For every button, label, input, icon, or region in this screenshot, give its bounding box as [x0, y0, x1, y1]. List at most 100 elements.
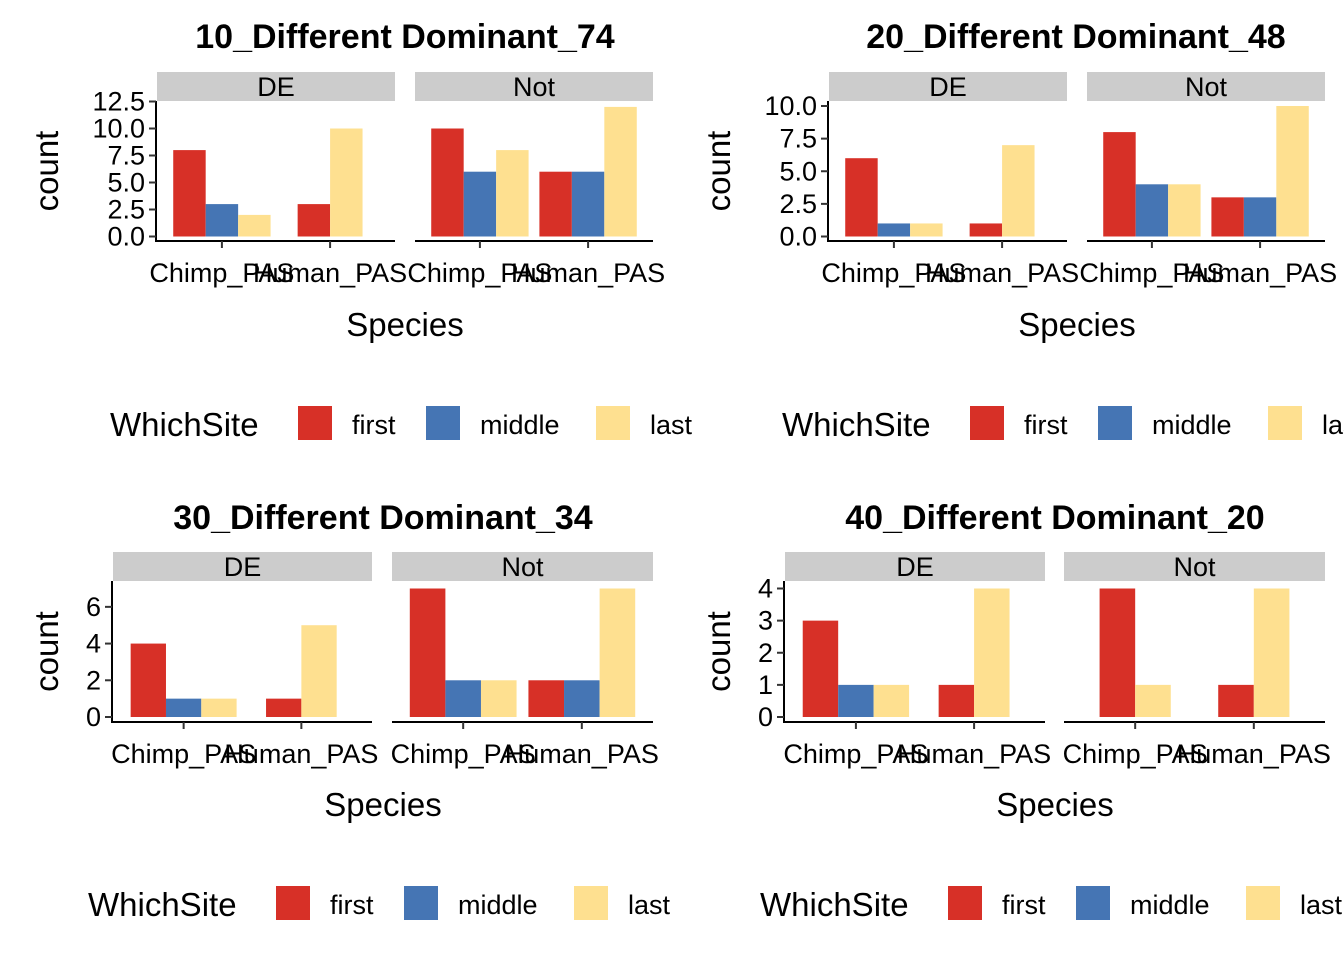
facet-strip-label: Not: [513, 72, 556, 102]
x-tick-label: Human_PAS: [1177, 739, 1331, 769]
x-tick-label: Human_PAS: [511, 258, 665, 288]
bar-middle-chimp-pas: [1135, 184, 1169, 237]
y-axis-title: count: [700, 611, 737, 692]
x-tick-label: Human_PAS: [253, 258, 407, 288]
bar-last-chimp-pas: [873, 684, 910, 717]
facet-strip: [392, 552, 653, 581]
x-tick-label: Chimp_PAS: [111, 739, 256, 769]
bar-last-human-pas: [330, 128, 363, 237]
facet-strip-label: DE: [224, 552, 262, 582]
legend-key-first: [298, 406, 332, 440]
bar-middle-chimp-pas: [877, 223, 911, 237]
bar-middle-chimp-pas: [463, 171, 497, 237]
y-tick-label: 5.0: [779, 156, 817, 186]
bar-first-human-pas: [938, 684, 975, 717]
legend-key-middle: [1076, 886, 1110, 920]
y-axis-title: count: [700, 131, 737, 212]
legend-key-first: [948, 886, 982, 920]
legend-label-last: last: [1322, 410, 1344, 440]
chart-title: 40_Different Dominant_20: [845, 499, 1264, 537]
facet-strip-label: Not: [501, 552, 544, 582]
bar-first-human-pas: [969, 223, 1003, 237]
y-tick-label: 0: [758, 702, 773, 732]
y-tick-label: 4: [86, 629, 101, 659]
x-axis-title: Species: [324, 786, 441, 823]
y-tick-label: 7.5: [107, 141, 145, 171]
bar-last-chimp-pas: [496, 150, 529, 237]
bar-last-chimp-pas: [1168, 184, 1201, 237]
legend-title: WhichSite: [88, 886, 237, 923]
y-tick-label: 10.0: [764, 91, 817, 121]
bar-last-chimp-pas: [910, 223, 943, 237]
facet-strip: [1064, 552, 1325, 581]
x-tick-label: Chimp_PAS: [1079, 258, 1224, 288]
bar-first-human-pas: [266, 698, 302, 717]
bar-first-chimp-pas: [1099, 588, 1136, 717]
y-tick-label: 2: [86, 665, 101, 695]
facet-strip: [785, 552, 1045, 581]
legend: WhichSite first middle last: [110, 406, 693, 443]
legend: WhichSite first middle last: [760, 886, 1343, 923]
legend-label-first: first: [1024, 410, 1068, 440]
y-axis-title: count: [28, 131, 65, 212]
bar-first-human-pas: [528, 680, 565, 717]
legend-label-first: first: [352, 410, 396, 440]
y-tick-label: 5.0: [107, 168, 145, 198]
y-axis-title: count: [28, 611, 65, 692]
y-tick-label: 10.0: [92, 114, 145, 144]
bar-middle-human-pas: [564, 680, 600, 717]
legend-title: WhichSite: [760, 886, 909, 923]
y-tick-label: 4: [758, 574, 773, 604]
bar-middle-chimp-pas: [165, 698, 202, 717]
bar-last-chimp-pas: [201, 698, 237, 717]
bar-first-chimp-pas: [431, 128, 464, 237]
bar-last-human-pas: [1253, 588, 1290, 717]
chart-title: 30_Different Dominant_34: [173, 499, 593, 537]
legend-label-middle: middle: [458, 890, 538, 920]
bar-middle-chimp-pas: [838, 684, 874, 717]
chart-title: 10_Different Dominant_74: [195, 18, 615, 56]
x-tick-label: Human_PAS: [925, 258, 1079, 288]
x-tick-label: Chimp_PAS: [821, 258, 966, 288]
legend-key-middle: [426, 406, 460, 440]
legend: WhichSite first middle last: [782, 406, 1344, 443]
bar-first-chimp-pas: [409, 588, 446, 717]
legend-label-last: last: [1300, 890, 1343, 920]
y-tick-label: 0.0: [107, 222, 145, 252]
facet-strip-label: DE: [257, 72, 295, 102]
bar-first-chimp-pas: [130, 643, 166, 717]
legend-key-middle: [404, 886, 438, 920]
x-axis-title: Species: [996, 786, 1113, 823]
legend-title: WhichSite: [782, 406, 931, 443]
legend: WhichSite first middle last: [88, 886, 671, 923]
y-tick-label: 2: [758, 638, 773, 668]
facet-strip: [1087, 72, 1325, 101]
x-axis-title: Species: [1018, 306, 1135, 343]
legend-label-last: last: [628, 890, 671, 920]
bar-first-human-pas: [297, 204, 331, 237]
facet-strip: [415, 72, 653, 101]
x-tick-label: Chimp_PAS: [149, 258, 294, 288]
y-tick-label: 7.5: [779, 124, 817, 154]
legend-key-last: [1246, 886, 1280, 920]
bar-first-chimp-pas: [802, 620, 839, 717]
x-tick-label: Chimp_PAS: [407, 258, 552, 288]
bar-last-human-pas: [974, 588, 1010, 717]
x-tick-label: Human_PAS: [1183, 258, 1337, 288]
bar-middle-chimp-pas: [205, 204, 239, 237]
legend-key-last: [574, 886, 608, 920]
bar-last-human-pas: [1002, 145, 1035, 237]
bar-middle-human-pas: [571, 171, 605, 237]
x-tick-label: Chimp_PAS: [783, 739, 928, 769]
bar-last-chimp-pas: [238, 214, 271, 237]
facet-strip: [157, 72, 395, 101]
legend-key-last: [1268, 406, 1302, 440]
